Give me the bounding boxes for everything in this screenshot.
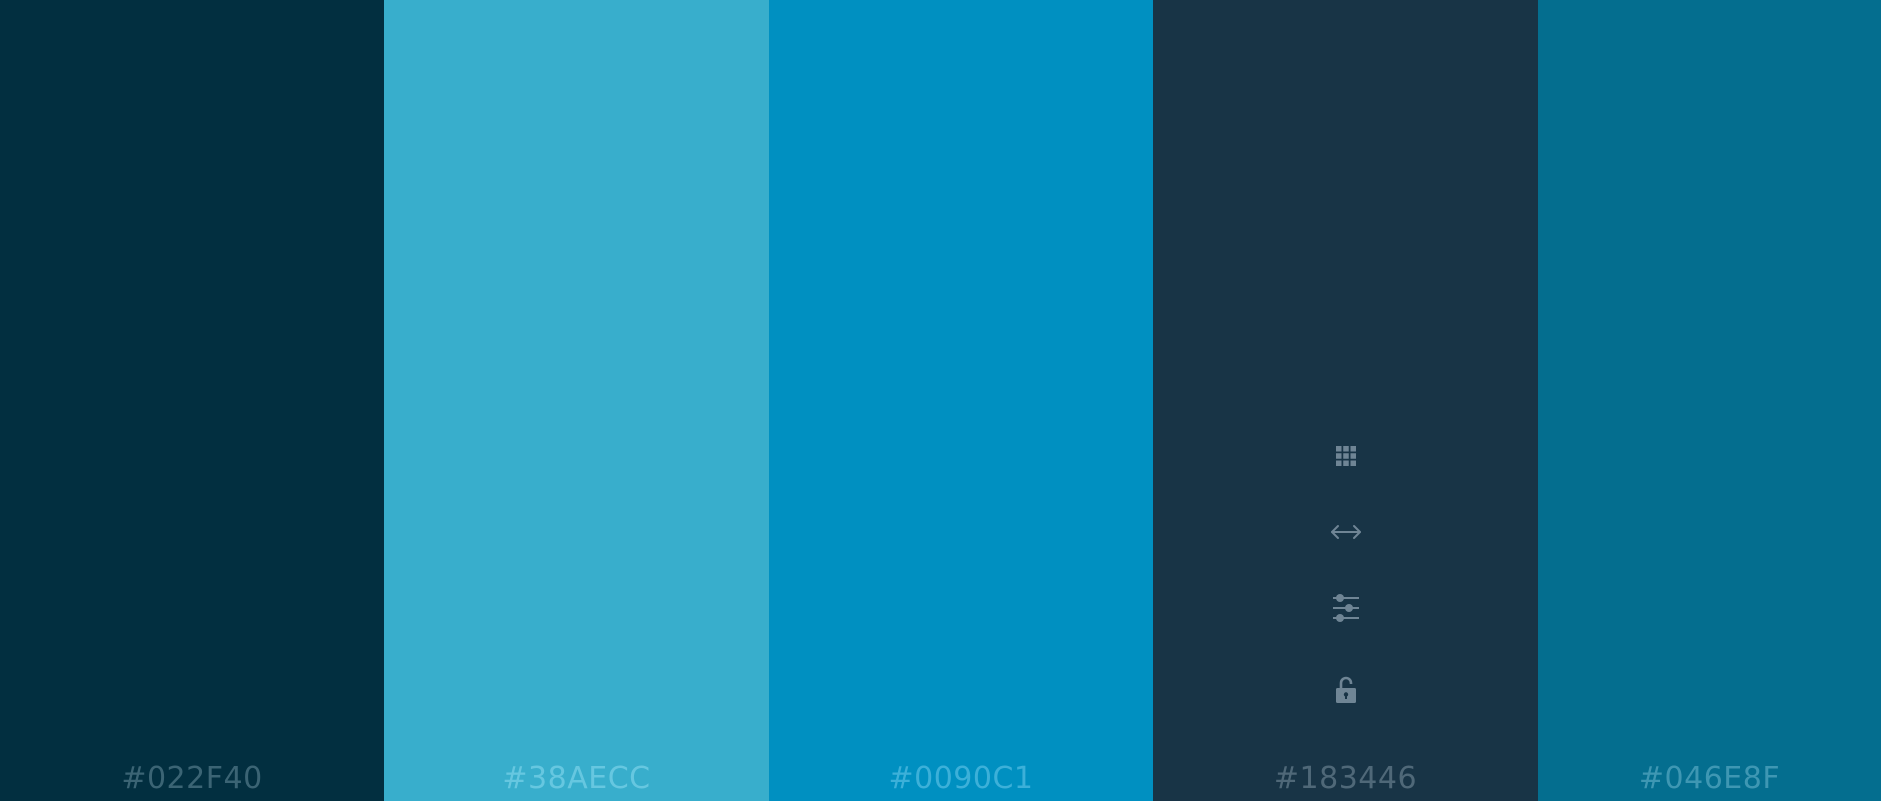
lock-icon[interactable] (1328, 672, 1364, 708)
resize-arrows-icon[interactable] (1328, 514, 1364, 550)
swatch-toolbar (1153, 438, 1538, 708)
hex-label[interactable]: #38AECC (502, 761, 651, 796)
hex-label[interactable]: #046E8F (1638, 761, 1781, 796)
hex-label[interactable]: #0090C1 (888, 761, 1034, 796)
color-swatch-4[interactable]: #183446 (1153, 0, 1538, 801)
sliders-icon[interactable] (1328, 590, 1364, 626)
hex-label[interactable]: #183446 (1273, 761, 1418, 796)
color-swatch-2[interactable]: #38AECC (384, 0, 769, 801)
color-swatch-5[interactable]: #046E8F (1538, 0, 1881, 801)
color-swatch-1[interactable]: #022F40 (0, 0, 384, 801)
hex-label[interactable]: #022F40 (121, 761, 263, 796)
grid-icon[interactable] (1328, 438, 1364, 474)
color-swatch-3[interactable]: #0090C1 (769, 0, 1153, 801)
